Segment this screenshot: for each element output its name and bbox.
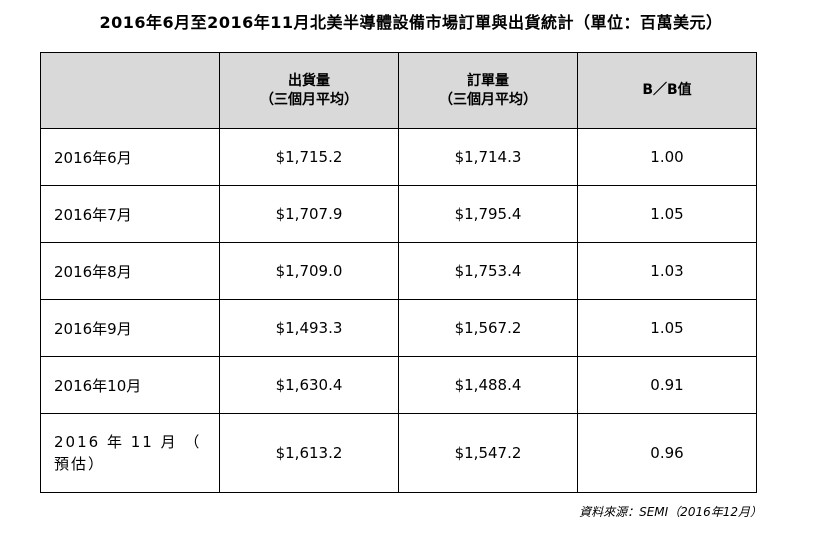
shipments-cell: $1,630.4 bbox=[219, 356, 399, 414]
orders-cell: $1,753.4 bbox=[398, 242, 578, 300]
header-label: B／B值 bbox=[642, 82, 692, 98]
bb-ratio-cell: 1.00 bbox=[577, 128, 757, 186]
month-cell: 2016年7月 bbox=[40, 185, 220, 243]
header-cell-shipments: 出貨量 （三個月平均） bbox=[219, 52, 399, 129]
page-title: 2016年6月至2016年11月北美半導體設備市場訂單與出貨統計（單位：百萬美元… bbox=[99, 13, 723, 32]
table-row: 2016年6月 $1,715.2 $1,714.3 1.00 bbox=[40, 128, 757, 186]
shipments-cell: $1,493.3 bbox=[219, 299, 399, 357]
orders-cell: $1,795.4 bbox=[398, 185, 578, 243]
header-cell-month bbox=[40, 52, 220, 129]
table-row: 2016年8月 $1,709.0 $1,753.4 1.03 bbox=[40, 242, 757, 300]
header-sublabel: （三個月平均） bbox=[260, 91, 358, 108]
orders-cell: $1,488.4 bbox=[398, 356, 578, 414]
table-row: 2016年10月 $1,630.4 $1,488.4 0.91 bbox=[40, 356, 757, 414]
header-label: 出貨量 bbox=[288, 72, 330, 89]
header-sublabel: （三個月平均） bbox=[439, 91, 537, 108]
month-cell: 2016年9月 bbox=[40, 299, 220, 357]
month-cell: 2016年8月 bbox=[40, 242, 220, 300]
table-row: 2016 年 11 月 （ 預估） $1,613.2 $1,547.2 0.96 bbox=[40, 413, 757, 493]
source-note: 資料來源：SEMI（2016年12月） bbox=[579, 505, 762, 519]
shipments-cell: $1,715.2 bbox=[219, 128, 399, 186]
month-cell: 2016年6月 bbox=[40, 128, 220, 186]
table-row: 2016年7月 $1,707.9 $1,795.4 1.05 bbox=[40, 185, 757, 243]
orders-cell: $1,714.3 bbox=[398, 128, 578, 186]
bb-ratio-cell: 1.05 bbox=[577, 185, 757, 243]
header-cell-bb-ratio: B／B值 bbox=[577, 52, 757, 129]
data-table: 出貨量 （三個月平均） 訂單量 （三個月平均） B／B值 2016年6月 $1,… bbox=[40, 52, 757, 493]
bb-ratio-cell: 0.96 bbox=[577, 413, 757, 493]
month-cell: 2016 年 11 月 （ 預估） bbox=[40, 413, 220, 493]
orders-cell: $1,547.2 bbox=[398, 413, 578, 493]
header-cell-orders: 訂單量 （三個月平均） bbox=[398, 52, 578, 129]
shipments-cell: $1,707.9 bbox=[219, 185, 399, 243]
header-label: 訂單量 bbox=[467, 72, 509, 89]
shipments-cell: $1,709.0 bbox=[219, 242, 399, 300]
bb-ratio-cell: 1.05 bbox=[577, 299, 757, 357]
table-row: 2016年9月 $1,493.3 $1,567.2 1.05 bbox=[40, 299, 757, 357]
orders-cell: $1,567.2 bbox=[398, 299, 578, 357]
bb-ratio-cell: 1.03 bbox=[577, 242, 757, 300]
bb-ratio-cell: 0.91 bbox=[577, 356, 757, 414]
header-row: 出貨量 （三個月平均） 訂單量 （三個月平均） B／B值 bbox=[40, 52, 757, 129]
shipments-cell: $1,613.2 bbox=[219, 413, 399, 493]
month-cell: 2016年10月 bbox=[40, 356, 220, 414]
